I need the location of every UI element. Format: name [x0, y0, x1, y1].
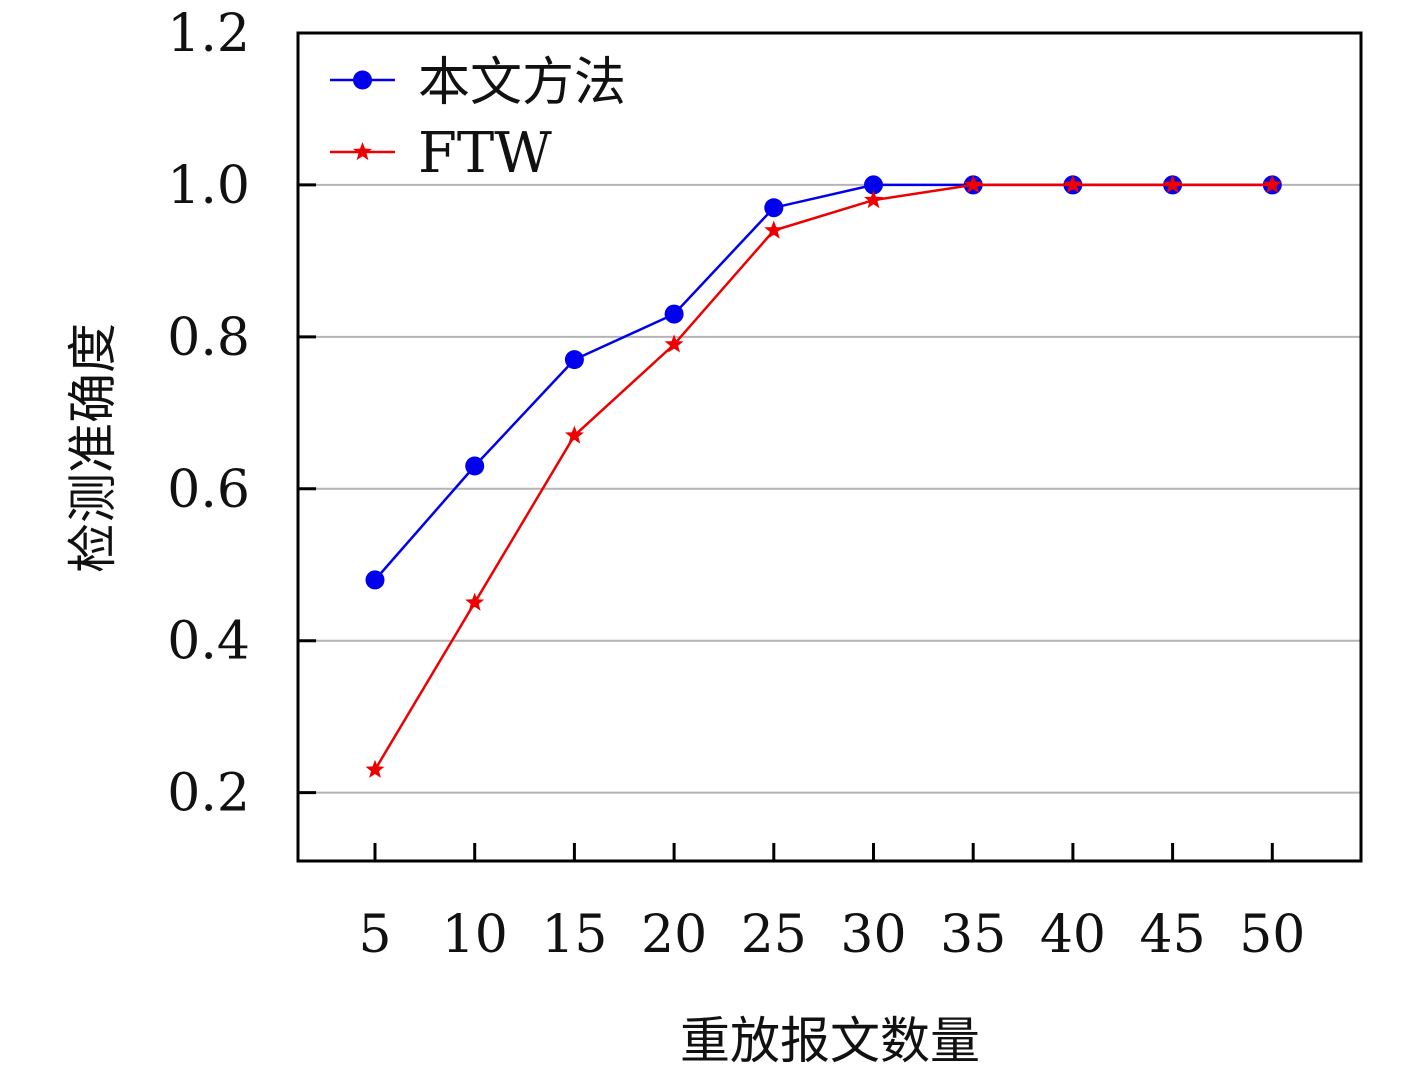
y-tick-label: 1.2	[167, 4, 250, 64]
data-point	[864, 175, 883, 195]
data-point	[764, 198, 784, 218]
x-tick-label: 20	[641, 905, 707, 965]
data-point	[1163, 174, 1183, 193]
data-point	[365, 570, 385, 590]
y-tick-label: 0.2	[167, 764, 250, 824]
legend-entry: 本文方法	[330, 53, 626, 113]
series-line	[373, 183, 1273, 771]
data-point	[764, 220, 784, 239]
data-point	[564, 350, 584, 370]
series-line	[374, 183, 1273, 581]
grid-lines	[298, 183, 1361, 794]
x-tick-label: 10	[442, 905, 508, 965]
x-tick-label: 30	[840, 905, 906, 965]
data-point	[465, 456, 485, 476]
data-point	[465, 592, 485, 611]
data-point	[365, 759, 385, 778]
x-tick-label: 40	[1040, 905, 1106, 965]
x-axis-ticks: 5 10 15 20 25 30 35 40 45 50	[358, 843, 1305, 965]
x-tick-label: 35	[940, 905, 1006, 965]
legend-marker	[353, 142, 372, 161]
data-point	[664, 334, 684, 353]
plot-frame	[296, 31, 1363, 863]
y-tick-label: 1.0	[167, 156, 250, 216]
legend-label: FTW	[418, 121, 552, 186]
legend-marker	[353, 70, 372, 90]
x-tick-label: 5	[358, 905, 391, 965]
series-1	[365, 174, 1282, 778]
y-axis-ticks: 0.2 0.4 0.6 0.8 1.0 1.2	[167, 4, 316, 824]
series-0	[365, 175, 1282, 590]
data-point	[664, 304, 684, 324]
legend-label: 本文方法	[418, 53, 626, 113]
y-tick-label: 0.8	[167, 308, 250, 368]
data-point	[1063, 174, 1083, 193]
y-tick-label: 0.6	[167, 460, 250, 520]
x-tick-label: 15	[541, 905, 607, 965]
legend: 本文方法 FTW	[330, 53, 626, 186]
data-point	[1262, 174, 1282, 193]
series-layer	[365, 174, 1282, 778]
x-axis-title: 重放报文数量	[680, 1012, 980, 1070]
data-point	[864, 190, 883, 209]
y-tick-label: 0.4	[167, 612, 250, 672]
legend-entry: FTW	[330, 121, 552, 186]
x-tick-label: 50	[1239, 905, 1305, 965]
x-tick-label: 45	[1140, 905, 1206, 965]
data-point	[564, 425, 584, 444]
y-axis-title: 检测准确度	[64, 323, 122, 573]
data-point	[963, 174, 983, 193]
x-tick-label: 25	[741, 905, 807, 965]
